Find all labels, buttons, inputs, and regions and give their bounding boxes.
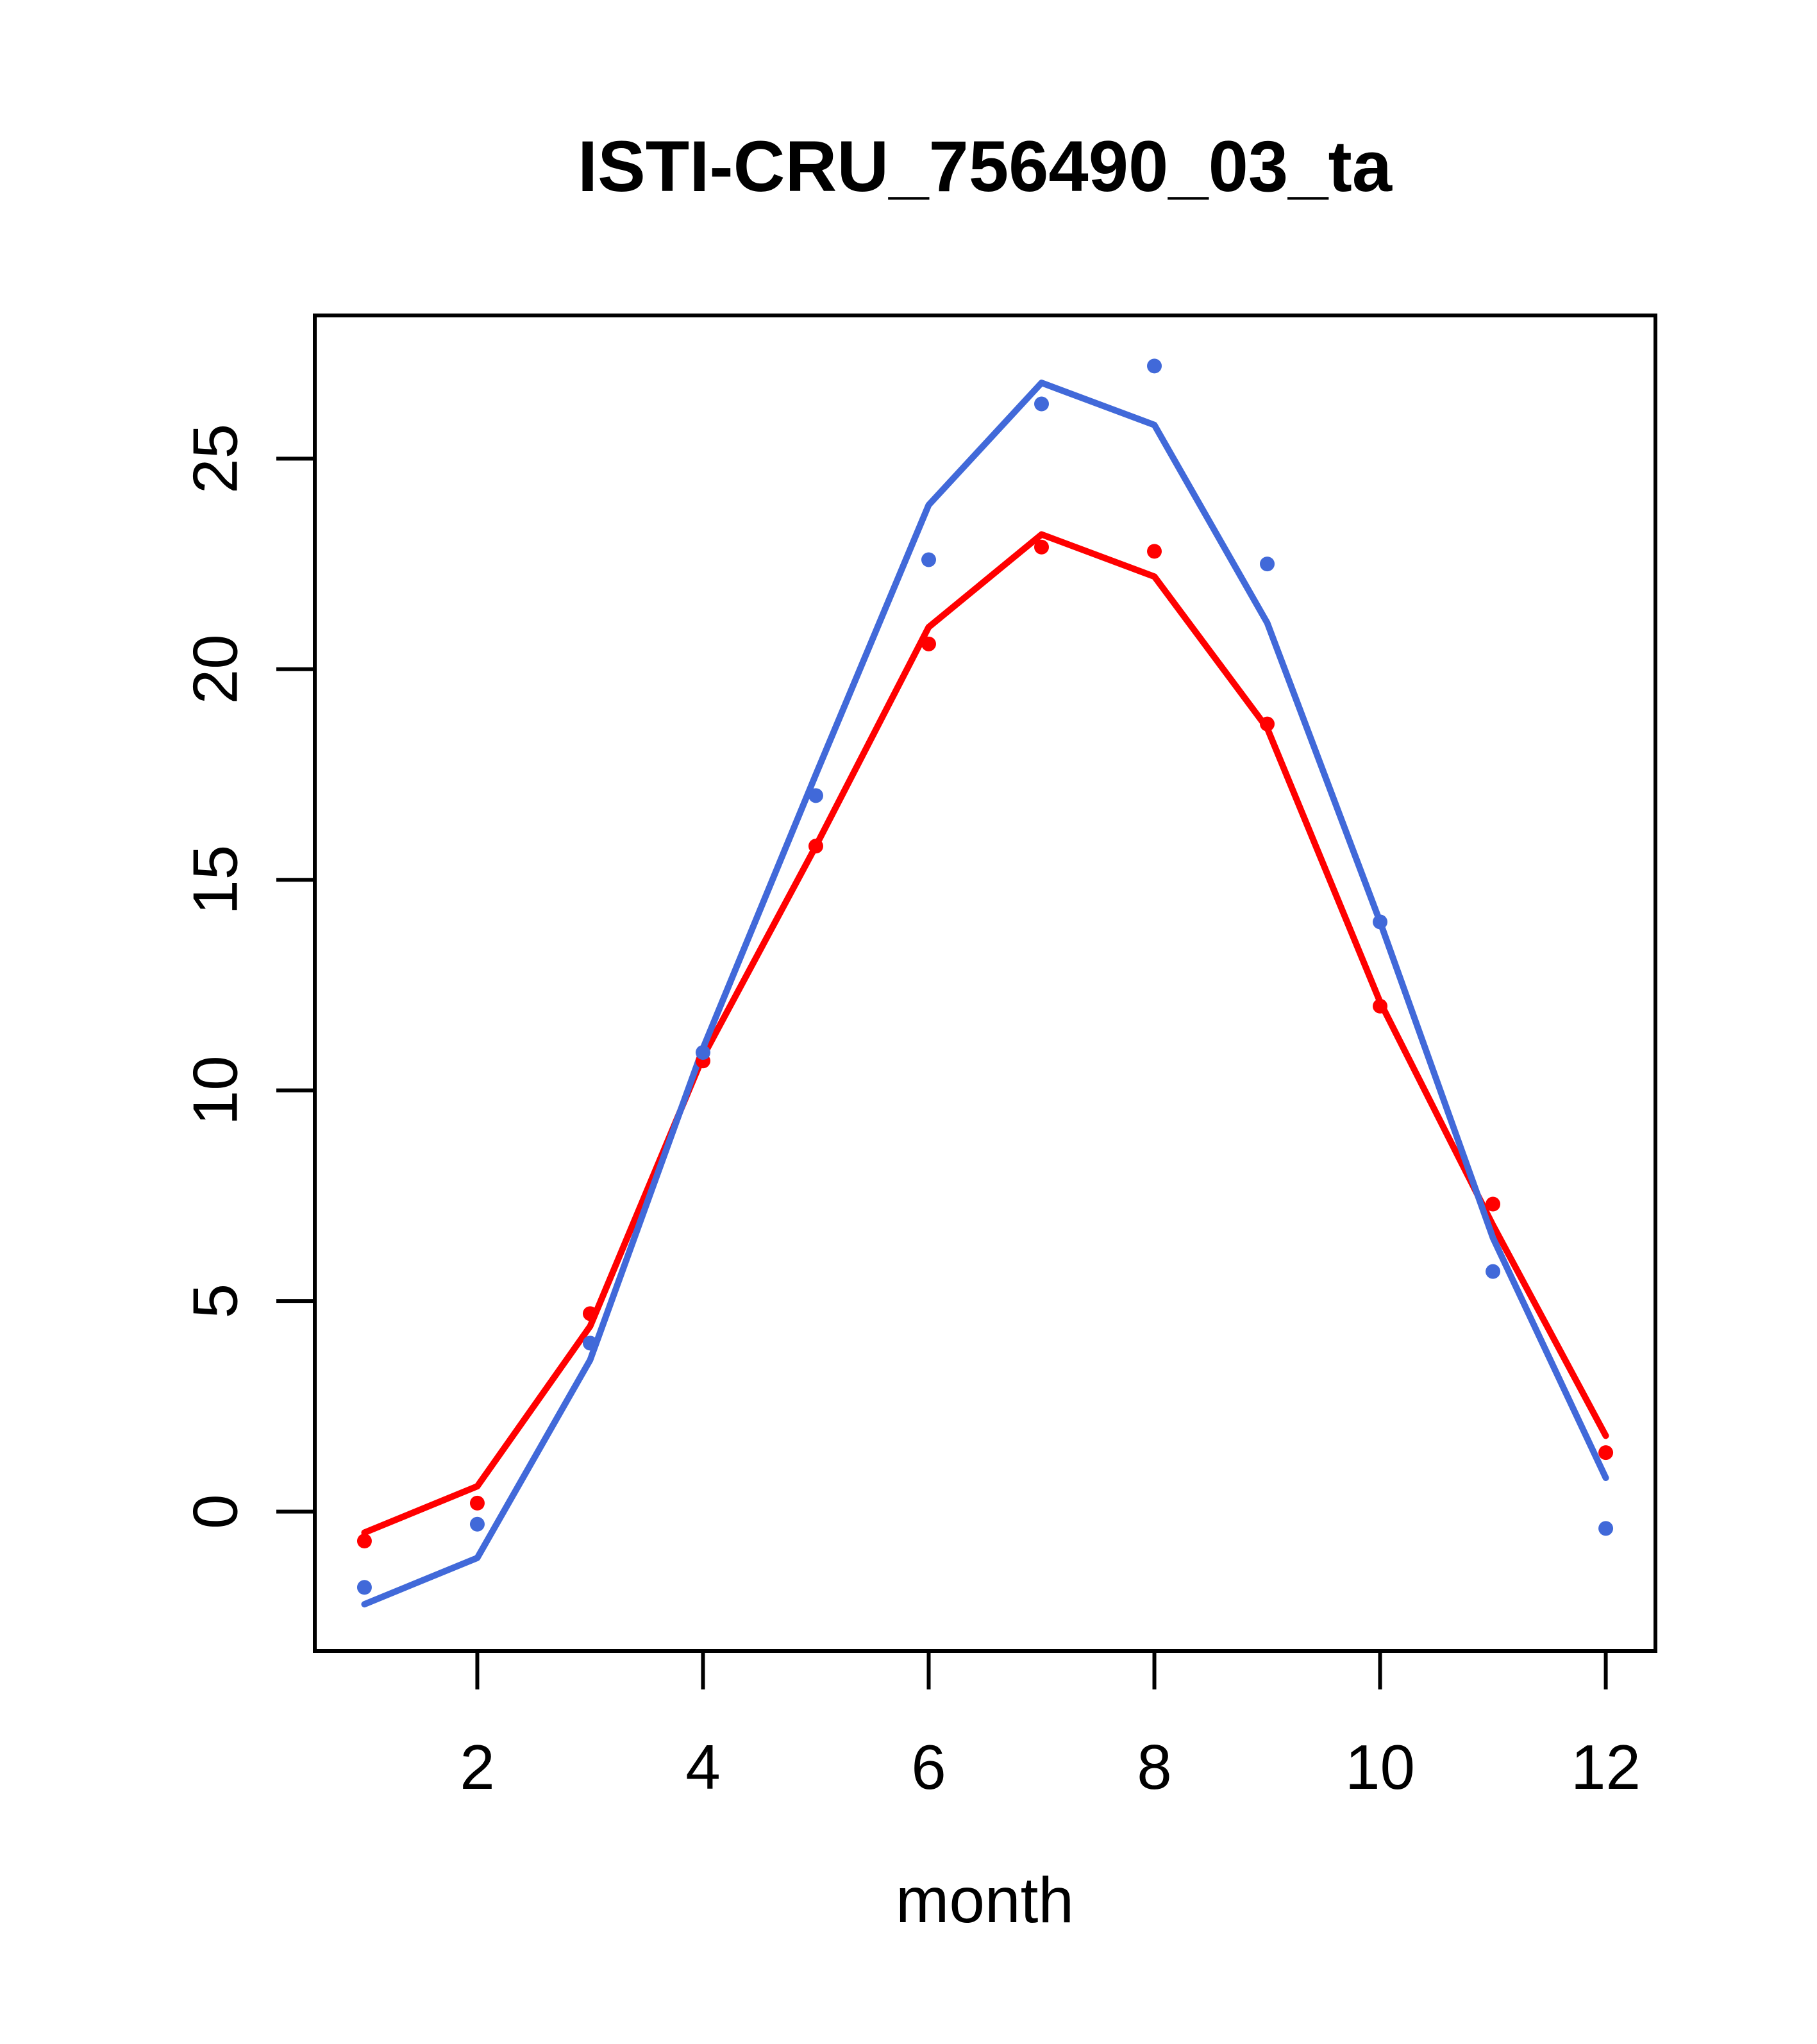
y-tick-label: 25: [180, 424, 250, 494]
data-point-red-points: [582, 1306, 598, 1321]
data-point-blue-points: [808, 788, 823, 803]
series-blue-line: [361, 380, 1609, 1608]
y-tick-label: 5: [180, 1284, 250, 1319]
x-tick-label: 12: [1571, 1732, 1641, 1802]
data-point-blue-points: [1598, 1521, 1614, 1536]
x-axis-label: month: [896, 1864, 1074, 1936]
data-point-blue-points: [921, 552, 936, 567]
data-point-blue-points: [1034, 396, 1050, 412]
data-point-red-points: [1147, 544, 1162, 559]
y-tick-label: 10: [180, 1055, 250, 1125]
data-point-red-points: [469, 1495, 485, 1511]
y-tick-label: 20: [180, 634, 250, 704]
data-point-blue-points: [1486, 1264, 1501, 1279]
data-point-red-points: [1034, 539, 1050, 555]
data-point-red-points: [1260, 716, 1275, 732]
data-point-blue-points: [695, 1045, 710, 1060]
data-point-blue-points: [356, 1580, 372, 1595]
data-point-blue-points: [582, 1336, 598, 1351]
data-point-red-points: [1486, 1196, 1501, 1212]
x-tick-label: 2: [460, 1732, 495, 1802]
plot-box-group: [313, 314, 1657, 1653]
data-point-blue-points: [1260, 557, 1275, 572]
data-point-blue-points: [1373, 914, 1388, 930]
data-point-red-points: [356, 1534, 372, 1549]
x-tick-label: 8: [1137, 1732, 1172, 1802]
y-tick-label: 0: [180, 1494, 250, 1529]
x-axis: 2 4 6 8 10 12: [460, 1651, 1641, 1802]
data-point-red-points: [1598, 1445, 1614, 1461]
y-tick-label: 15: [180, 845, 250, 915]
x-tick-label: 6: [911, 1732, 946, 1802]
data-point-blue-points: [1147, 358, 1162, 374]
data-point-blue-points: [469, 1516, 485, 1532]
data-point-red-points: [921, 636, 936, 651]
plot-box: [313, 314, 1657, 1653]
x-tick-label: 4: [685, 1732, 721, 1802]
series-layer: [356, 358, 1614, 1608]
x-tick-label: 10: [1345, 1732, 1415, 1802]
data-point-red-points: [1373, 998, 1388, 1014]
y-axis: 0 5 10 15 20 25: [180, 424, 315, 1529]
chart-title: ISTI-CRU_756490_03_ta: [578, 126, 1393, 206]
data-point-red-points: [808, 839, 823, 854]
series-red-line: [361, 531, 1609, 1536]
